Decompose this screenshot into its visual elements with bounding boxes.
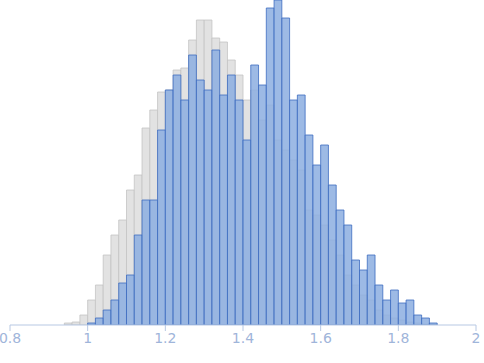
svg-text:1.6: 1.6 xyxy=(310,330,332,346)
svg-text:1.2: 1.2 xyxy=(154,330,176,346)
svg-text:0.8: 0.8 xyxy=(8,330,21,346)
svg-text:1.8: 1.8 xyxy=(387,330,409,346)
svg-text:1: 1 xyxy=(83,330,92,346)
svg-text:1.4: 1.4 xyxy=(232,330,254,346)
svg-text:2: 2 xyxy=(472,330,476,346)
